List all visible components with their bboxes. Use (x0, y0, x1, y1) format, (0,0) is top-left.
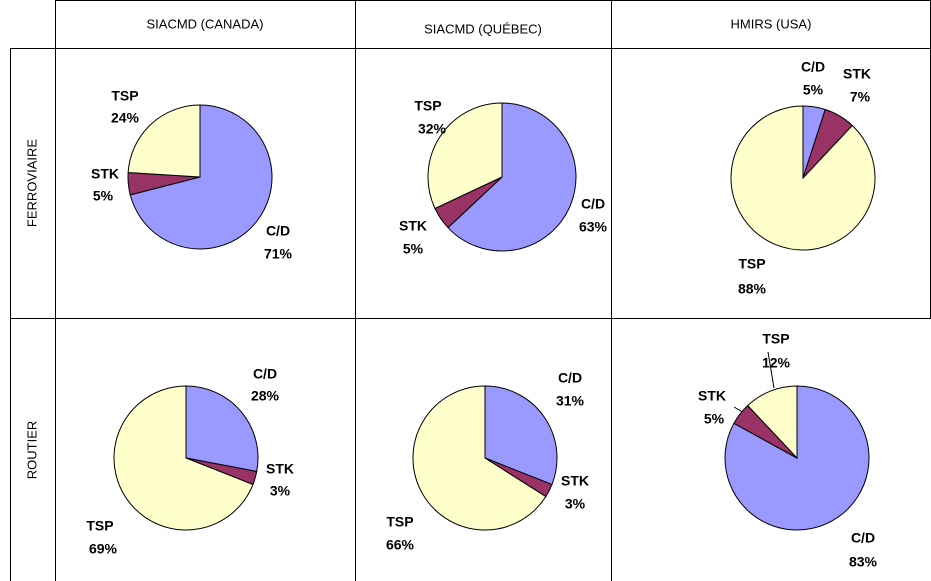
slice-name: STK (561, 473, 589, 489)
column-header: SIACMD (CANADA) (146, 16, 263, 31)
slice-value: 5% (403, 241, 424, 257)
slice-value: 31% (556, 393, 585, 409)
slice-value: 3% (565, 496, 586, 512)
slice-value: 5% (704, 411, 725, 427)
column-header: SIACMD (QUÉBEC) (424, 21, 542, 36)
slice-name: TSP (762, 331, 789, 347)
slice-name: C/D (581, 196, 605, 212)
slice-name: STK (843, 66, 871, 82)
slice-value: 12% (762, 355, 791, 371)
slice-value: 24% (111, 110, 140, 126)
pie-slice (724, 385, 870, 531)
slice-name: TSP (111, 88, 138, 104)
pie-slice (730, 105, 876, 251)
pie-slice (129, 104, 273, 250)
slice-value: 63% (579, 219, 608, 235)
slice-value: 7% (850, 89, 871, 105)
slice-value: 69% (89, 541, 118, 557)
row-header: FERROVIAIRE (24, 139, 39, 227)
slice-name: TSP (738, 256, 765, 272)
slice-name: C/D (266, 223, 290, 239)
slice-value: 5% (93, 188, 114, 204)
pie-slice (127, 104, 201, 178)
slice-name: TSP (414, 98, 441, 114)
pie-slice (447, 102, 577, 252)
slice-value: 3% (270, 483, 291, 499)
slice-name: TSP (386, 514, 413, 530)
pie-slice (484, 385, 558, 486)
table-lines (10, 0, 931, 581)
leader-line (767, 351, 775, 389)
slice-value: 83% (849, 554, 878, 570)
slice-value: 71% (264, 246, 293, 262)
slice-name: C/D (558, 370, 582, 386)
slice-value: 5% (803, 82, 824, 98)
slice-value: 28% (251, 388, 280, 404)
pie-slice (427, 102, 503, 210)
slice-name: STK (399, 218, 427, 234)
slice-name: STK (266, 461, 294, 477)
column-header: HMIRS (USA) (731, 16, 812, 31)
slice-value: 66% (386, 537, 415, 553)
pie-slice (113, 385, 254, 531)
slice-name: C/D (851, 530, 875, 546)
pie-slice (747, 385, 798, 460)
slice-name: TSP (86, 518, 113, 534)
slice-name: STK (698, 388, 726, 404)
slice-value: 88% (738, 281, 767, 297)
slice-name: C/D (253, 366, 277, 382)
slice-name: STK (91, 166, 119, 182)
slice-value: 32% (418, 121, 447, 137)
pie-slice (185, 385, 259, 473)
pie-slice (412, 385, 547, 531)
row-header: ROUTIER (24, 421, 39, 480)
slice-name: C/D (801, 59, 825, 75)
